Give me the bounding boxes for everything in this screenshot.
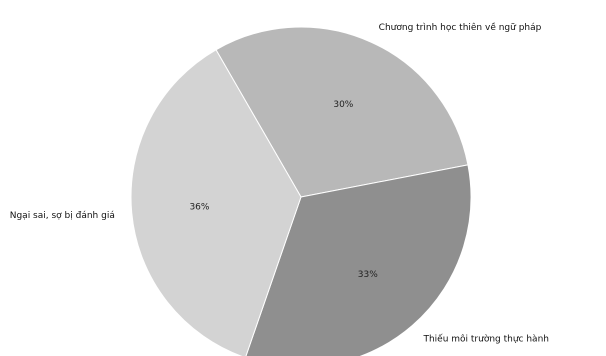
pie-slice <box>245 164 472 356</box>
slice-percent-label: 30% <box>333 100 353 110</box>
slice-category-label: Chương trình học thiên về ngữ pháp <box>379 22 542 33</box>
slice-category-label: Thiếu môi trường thực hành <box>422 333 549 344</box>
pie-percent-labels: 30% 33% 36% <box>189 100 378 280</box>
pie-slice <box>215 26 469 198</box>
pie-slice <box>130 49 302 356</box>
pie-slices <box>130 26 472 356</box>
slice-percent-label: 36% <box>189 203 209 213</box>
pie-category-labels: Chương trình học thiên về ngữ pháp Thiếu … <box>10 22 549 344</box>
slice-category-label: Ngại sai, sợ bị đánh giá <box>10 211 115 221</box>
slice-percent-label: 33% <box>358 270 378 280</box>
